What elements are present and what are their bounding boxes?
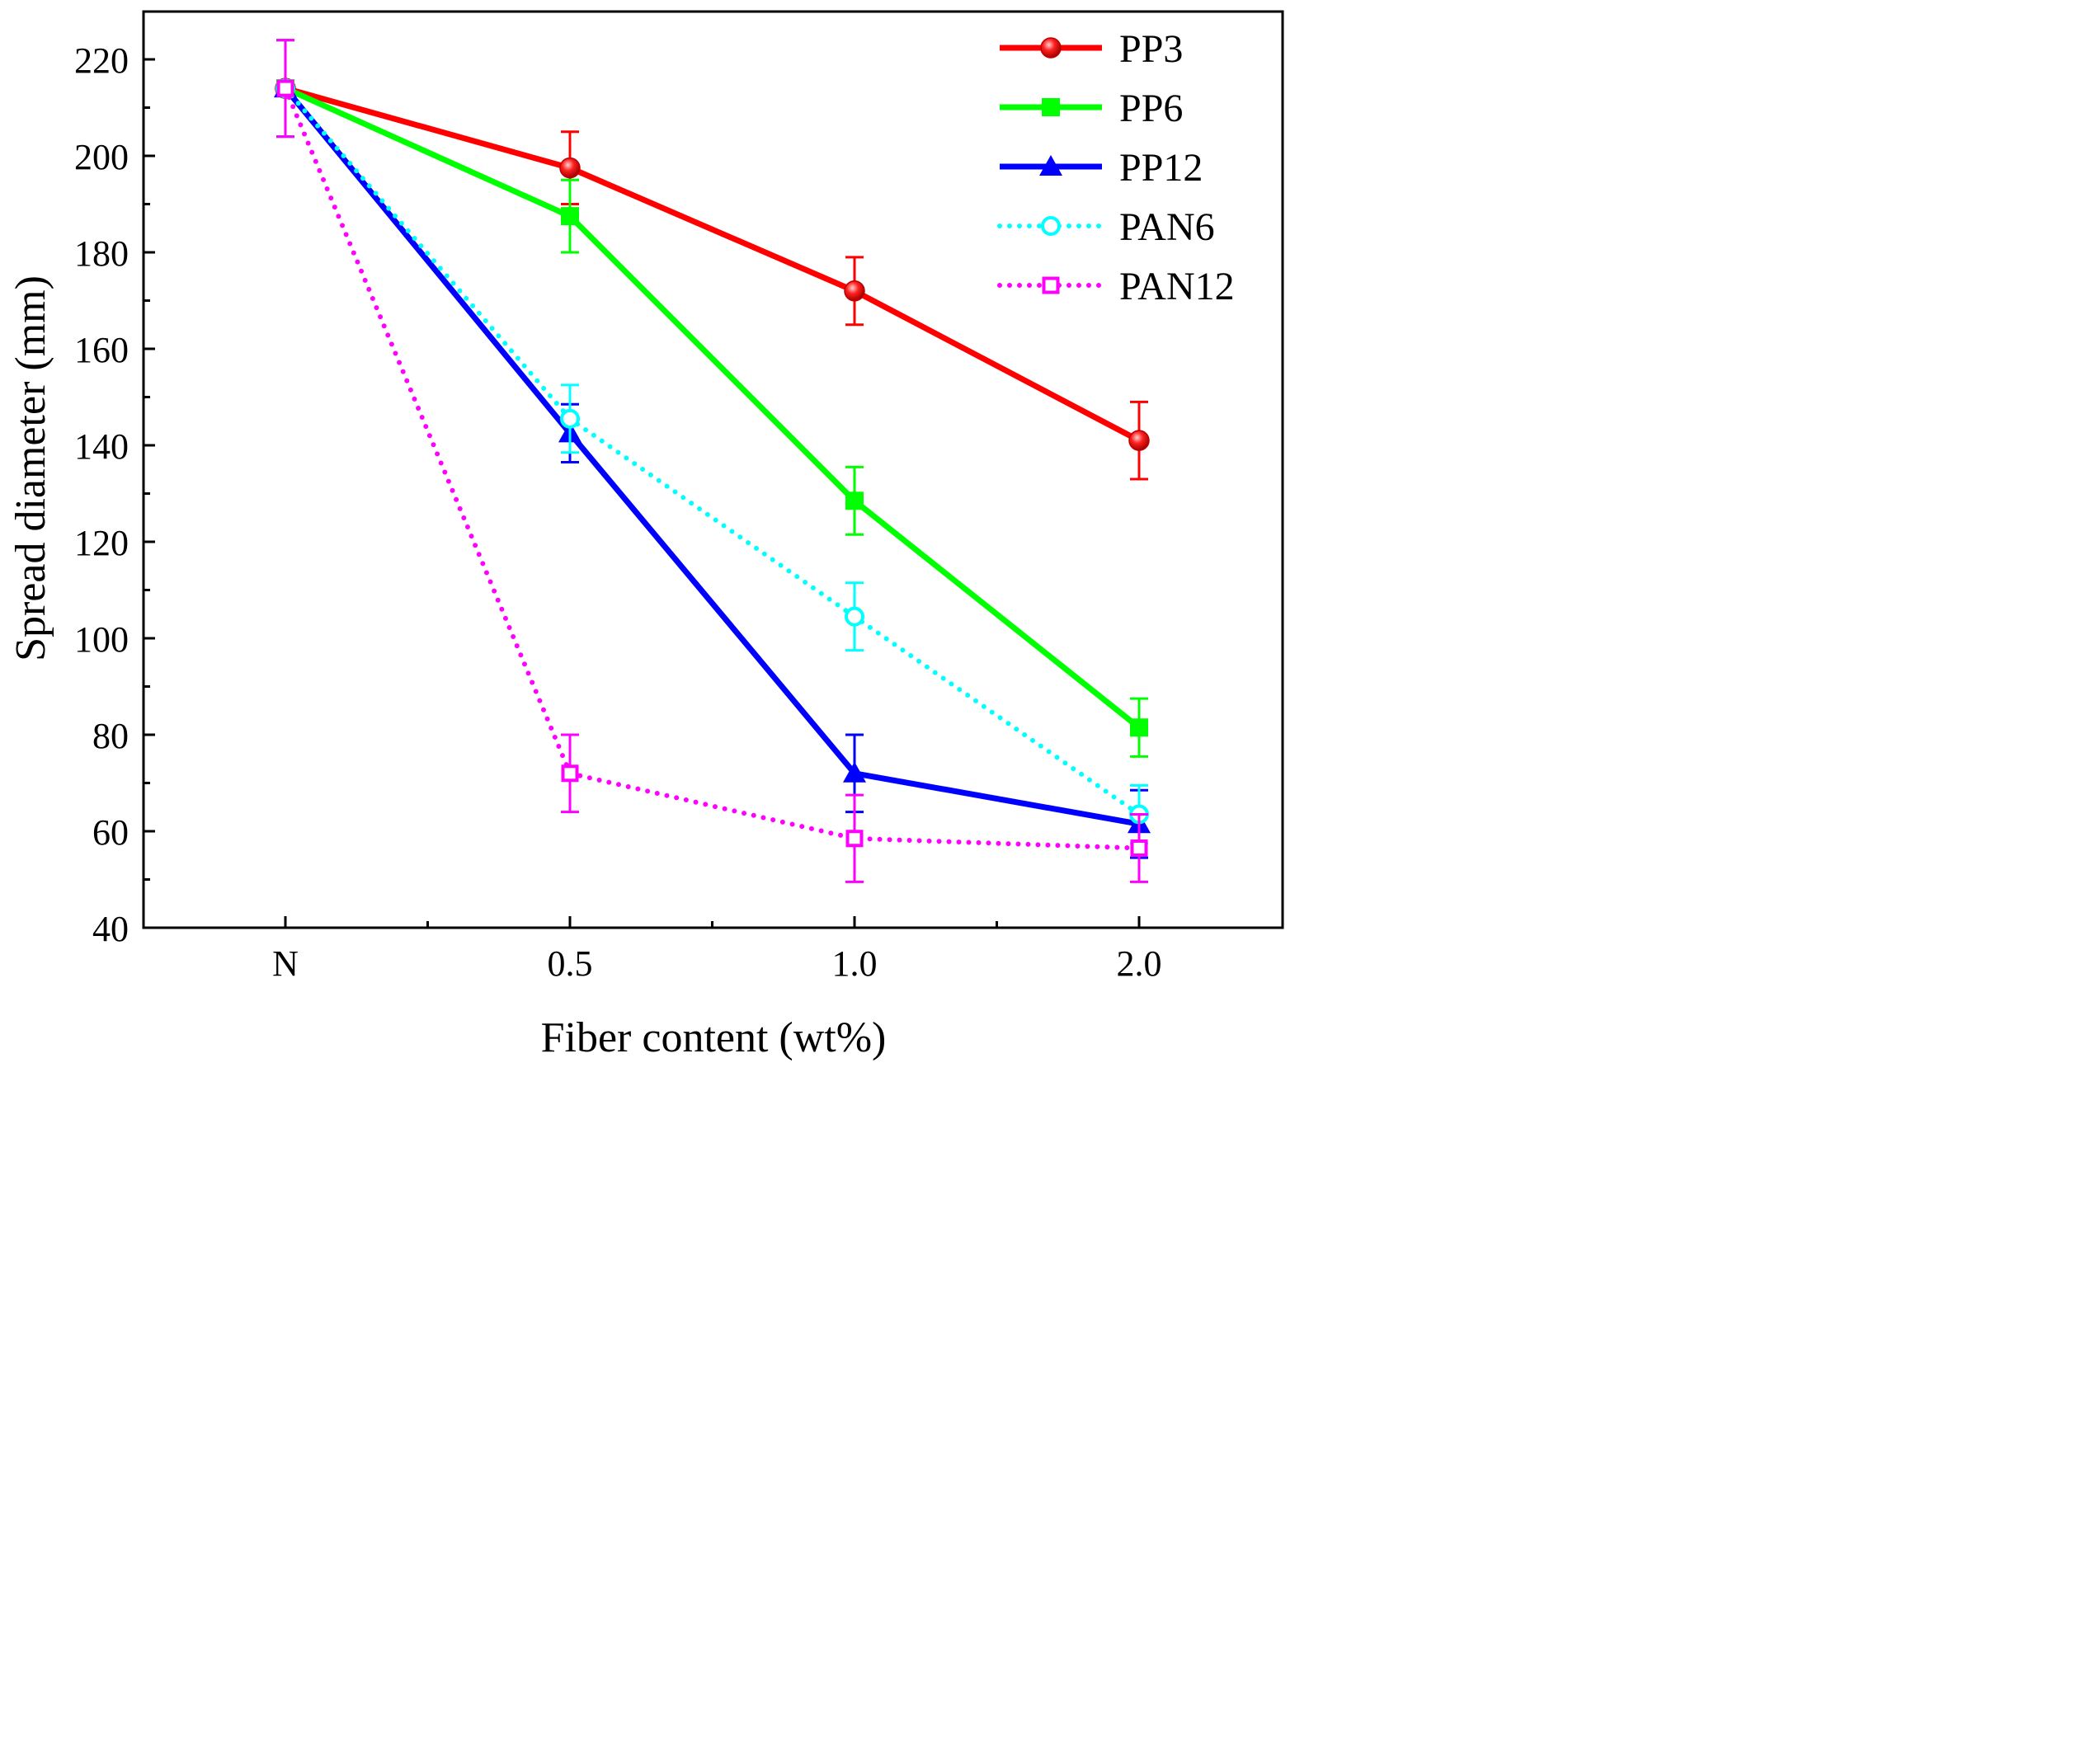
data-point-pan6 [845, 606, 864, 627]
legend: PP3 PP6 PP12 PAN6 PAN12 [997, 27, 1235, 308]
data-point-pp6 [845, 491, 864, 510]
legend-item-pp12: PP12 [1000, 146, 1203, 190]
legend-label: PP12 [1119, 146, 1203, 190]
data-point-pan12 [561, 764, 579, 783]
data-point-pp3 [559, 157, 581, 179]
series-line-pan6 [283, 86, 1142, 817]
series-pp12 [274, 39, 1151, 859]
legend-label: PP6 [1119, 87, 1183, 130]
data-point-pp12 [843, 761, 866, 783]
legend-marker [1039, 155, 1062, 176]
line-chart: 40 60 80 100 120 140 160 180 200 220 N 0.5 1.0 2.0 PP… [7, 10, 1284, 1061]
series-line-pp6 [284, 85, 1142, 730]
y-tick-label: 160 [74, 330, 129, 370]
data-point-pan12 [1130, 839, 1148, 857]
series-layer [274, 39, 1151, 883]
series-line-pp3 [285, 85, 1141, 444]
legend-marker [1041, 216, 1061, 236]
y-tick-label: 40 [92, 909, 129, 949]
y-tick-label: 80 [92, 716, 129, 756]
y-tick-label: 100 [74, 619, 129, 660]
x-tick-label: 0.5 [548, 943, 593, 984]
data-point-pan6 [560, 408, 580, 429]
plot-frame [142, 10, 1284, 929]
y-axis-label: Spread diameter (mm) [7, 275, 54, 661]
y-tick-label: 180 [74, 233, 129, 274]
x-tick-label: N [272, 943, 299, 984]
legend-item-pp6: PP6 [1000, 87, 1183, 130]
legend-item-pp3: PP3 [1000, 27, 1183, 71]
data-point-pan12 [276, 79, 294, 97]
x-tick-label: 2.0 [1117, 943, 1162, 984]
axes-layer: 40 60 80 100 120 140 160 180 200 220 N 0.5 1.0 2.0 [74, 10, 1284, 984]
legend-label: PAN12 [1119, 265, 1235, 308]
legend-item-pan12: PAN12 [997, 265, 1235, 308]
series-line-pan12 [283, 86, 1142, 851]
x-tick-label: 1.0 [832, 943, 878, 984]
y-tick-label: 120 [74, 523, 129, 563]
data-point-pp6 [561, 207, 579, 226]
series-pp6 [276, 39, 1148, 758]
y-tick-label: 140 [74, 426, 129, 467]
legend-label: PP3 [1119, 27, 1183, 71]
chart-root: 40 60 80 100 120 140 160 180 200 220 N 0.5 1.0 2.0 PP… [0, 0, 1293, 1071]
series-line-pp12 [283, 86, 1140, 827]
data-point-pp6 [1130, 718, 1148, 737]
series-pan12 [276, 39, 1148, 883]
data-point-pp3 [1128, 430, 1150, 451]
data-point-pp3 [844, 280, 865, 302]
legend-label: PAN6 [1119, 205, 1215, 249]
y-tick-label: 200 [74, 137, 129, 177]
y-tick-label: 220 [74, 40, 129, 81]
series-pan6 [275, 39, 1149, 845]
legend-marker [1040, 37, 1062, 59]
legend-marker [1042, 98, 1060, 116]
legend-item-pan6: PAN6 [997, 205, 1215, 249]
y-tick-label: 60 [92, 812, 129, 853]
x-axis-label: Fiber content (wt%) [541, 1014, 887, 1061]
data-point-pan12 [845, 830, 864, 848]
legend-marker [1042, 276, 1060, 294]
